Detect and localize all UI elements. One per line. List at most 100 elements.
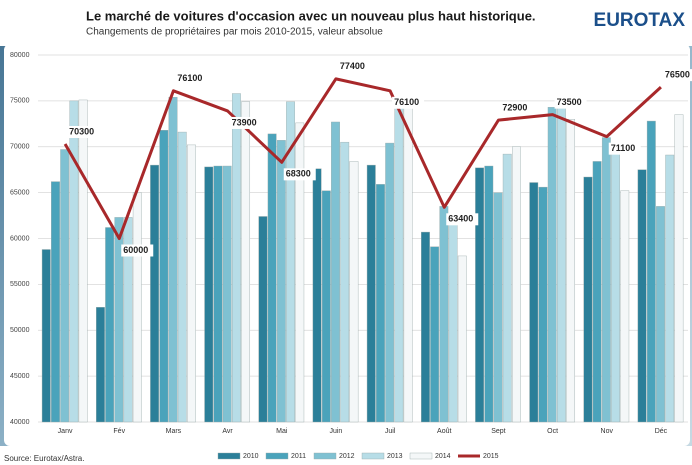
value-label: 76100 xyxy=(394,97,419,107)
bar xyxy=(286,101,295,423)
legend-swatch xyxy=(217,452,241,460)
y-tick-label: 40000 xyxy=(10,419,30,426)
bar xyxy=(601,137,611,423)
value-label-box xyxy=(175,72,208,85)
value-label-box xyxy=(608,142,641,155)
bar xyxy=(457,255,467,423)
value-label: 76500 xyxy=(665,69,690,79)
bar xyxy=(646,120,656,423)
value-label: 71100 xyxy=(611,143,636,153)
bar xyxy=(403,108,413,423)
bar xyxy=(421,231,430,423)
legend-swatch xyxy=(265,452,289,460)
bar xyxy=(493,192,503,423)
bar xyxy=(502,153,512,423)
x-tick-label: Mars xyxy=(166,428,182,435)
bar xyxy=(41,249,51,423)
x-tick-label: Sept xyxy=(491,428,505,435)
bar xyxy=(78,99,88,423)
bar xyxy=(448,216,458,423)
value-label: 72900 xyxy=(502,103,527,113)
value-label-box xyxy=(446,213,479,226)
bar xyxy=(51,181,60,423)
bar xyxy=(674,114,684,423)
bar xyxy=(349,161,359,423)
bar xyxy=(385,142,395,423)
bar xyxy=(241,101,251,423)
bar xyxy=(258,216,268,423)
bar xyxy=(187,144,196,423)
bar xyxy=(168,97,178,423)
bar xyxy=(295,122,305,423)
bar xyxy=(114,217,124,423)
bar xyxy=(439,206,449,423)
legend-label: 2013 xyxy=(387,453,403,460)
x-tick-label: Juil xyxy=(385,428,396,435)
x-tick-label: Déc xyxy=(655,428,668,435)
value-label: 68300 xyxy=(286,169,311,179)
bar xyxy=(222,165,232,423)
value-label-box xyxy=(229,116,262,129)
value-label-box xyxy=(662,69,692,82)
bar xyxy=(394,97,404,423)
value-label: 60000 xyxy=(123,245,148,255)
bar xyxy=(213,165,223,423)
line-series xyxy=(63,77,662,240)
bar xyxy=(512,146,521,423)
footer-band xyxy=(0,446,692,465)
x-tick-label: Avr xyxy=(222,428,233,435)
bar xyxy=(484,165,494,423)
y-tick-label: 50000 xyxy=(10,327,30,334)
value-label-box xyxy=(121,244,154,257)
value-label: 63400 xyxy=(448,214,473,224)
y-tick-label: 55000 xyxy=(10,281,30,288)
bar xyxy=(620,190,630,423)
value-label: 73900 xyxy=(232,117,257,127)
bar xyxy=(556,100,566,423)
value-label-box xyxy=(554,96,587,109)
legend-swatch xyxy=(361,452,385,460)
bar xyxy=(96,307,105,423)
source-note: Source: Eurotax/Astra. xyxy=(4,454,84,463)
bar xyxy=(204,166,214,423)
value-label: 73500 xyxy=(557,97,582,107)
bar xyxy=(105,227,115,423)
legend-swatch xyxy=(409,452,433,460)
bar xyxy=(665,154,675,423)
brand-logo: EUROTAX xyxy=(594,10,686,31)
bar xyxy=(276,140,286,423)
bar xyxy=(159,130,169,423)
y-tick-label: 45000 xyxy=(10,373,30,380)
legend-label: 2015 xyxy=(483,453,499,460)
bar xyxy=(331,121,340,423)
value-label-box xyxy=(67,125,100,138)
legend-label: 2012 xyxy=(339,453,355,460)
value-label-box xyxy=(500,102,533,115)
bar xyxy=(529,182,539,423)
bar xyxy=(150,164,160,423)
header-band xyxy=(0,0,692,46)
x-tick-label: Nov xyxy=(601,428,614,435)
bar xyxy=(267,133,277,423)
bar xyxy=(583,176,593,423)
legend-swatch xyxy=(313,452,337,460)
bar xyxy=(592,161,602,423)
legend-label: 2014 xyxy=(435,453,451,460)
bar xyxy=(538,186,548,423)
x-tick-label: Oct xyxy=(547,428,558,435)
bar xyxy=(656,206,665,423)
bar xyxy=(547,107,557,423)
bar xyxy=(132,192,142,423)
chart-title: Le marché de voitures d'occasion avec un… xyxy=(86,8,536,23)
value-label-box xyxy=(337,60,370,73)
x-tick-label: Mai xyxy=(276,428,288,435)
x-tick-label: Fév xyxy=(113,428,125,435)
bar xyxy=(69,100,79,423)
y-tick-label: 75000 xyxy=(10,98,30,105)
value-label-box xyxy=(392,96,425,109)
x-tick-label: Janv xyxy=(58,428,73,435)
value-label: 70300 xyxy=(69,126,94,136)
legend-label: 2010 xyxy=(243,453,259,460)
bar xyxy=(376,184,385,423)
